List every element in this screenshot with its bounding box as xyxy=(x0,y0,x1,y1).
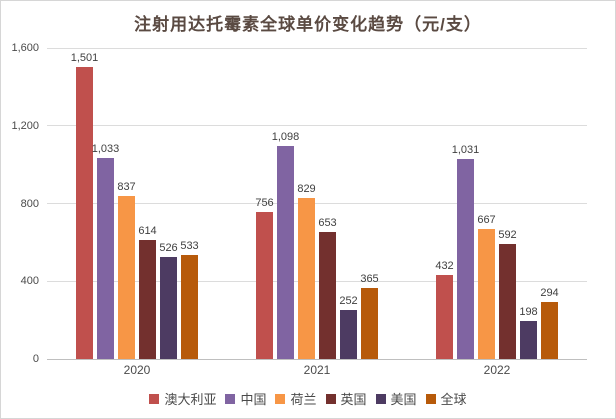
bar-美国-2020: 526 xyxy=(159,242,178,359)
legend-swatch-icon xyxy=(149,393,160,404)
bar-荷兰-2021: 829 xyxy=(297,183,316,359)
y-tick-label: 400 xyxy=(20,275,39,288)
data-label: 837 xyxy=(117,181,136,194)
data-label: 526 xyxy=(159,241,178,254)
bar-美国-2021: 252 xyxy=(339,295,358,359)
data-label: 1,501 xyxy=(70,52,99,65)
bar-中国-2022: 1,031 xyxy=(452,144,479,359)
data-label: 365 xyxy=(360,273,379,286)
data-label: 294 xyxy=(540,286,559,299)
data-label: 1,033 xyxy=(91,143,120,156)
legend-label: 英国 xyxy=(340,392,367,407)
bar-group-2021: 756 1,098 829 653 252 365 xyxy=(255,48,379,359)
bar-中国-2021: 1,098 xyxy=(272,131,299,359)
gridline xyxy=(47,47,587,49)
bar-澳大利亚-2020: 1,501 xyxy=(71,52,98,359)
bar-全球-2021: 365 xyxy=(360,273,379,359)
data-label: 252 xyxy=(339,295,358,308)
y-tick-label: 800 xyxy=(20,197,39,210)
legend-swatch-icon xyxy=(375,393,386,404)
y-tick-label: 0 xyxy=(32,353,39,365)
data-label: 533 xyxy=(180,240,199,253)
bar-中国-2020: 1,033 xyxy=(92,143,119,359)
bar-全球-2022: 294 xyxy=(540,287,559,359)
data-label: 614 xyxy=(138,224,157,237)
legend-swatch-icon xyxy=(325,393,336,404)
gridline xyxy=(47,203,587,204)
legend-label: 全球 xyxy=(440,392,467,407)
legend-label: 美国 xyxy=(390,392,417,407)
bar-荷兰-2022: 667 xyxy=(477,214,496,359)
x-tick-label-2021: 2021 xyxy=(303,363,331,377)
legend-item-中国: 中国 xyxy=(225,389,266,408)
data-label: 667 xyxy=(477,214,496,227)
legend-swatch-icon xyxy=(275,393,286,404)
data-label: 592 xyxy=(498,228,517,241)
legend-swatch-icon xyxy=(225,393,236,404)
bar-澳大利亚-2022: 432 xyxy=(435,260,454,359)
legend-label: 澳大利亚 xyxy=(164,392,217,407)
plot-area: 1,501 1,033 837 614 526 533 756 1,098 829 653 252 3… xyxy=(47,47,587,360)
y-tick-label: 1,600 xyxy=(11,42,39,54)
bar-荷兰-2020: 837 xyxy=(117,181,136,359)
legend-item-荷兰: 荷兰 xyxy=(275,389,317,408)
y-tick-label: 1,200 xyxy=(11,119,39,132)
x-tick-label-2020: 2020 xyxy=(123,363,151,377)
bar-英国-2020: 614 xyxy=(138,225,157,359)
y-axis: 0 400 800 1,200 1,600 xyxy=(1,42,39,365)
legend-item-英国: 英国 xyxy=(325,389,367,408)
bar-英国-2022: 592 xyxy=(498,229,517,359)
bar-group-2020: 1,501 1,033 837 614 526 533 xyxy=(71,48,199,359)
bar-澳大利亚-2021: 756 xyxy=(255,197,274,359)
data-label: 198 xyxy=(519,305,538,318)
legend-item-澳大利亚: 澳大利亚 xyxy=(149,389,216,408)
bar-美国-2022: 198 xyxy=(519,306,538,359)
data-label: 432 xyxy=(435,260,454,273)
x-tick-label-2022: 2022 xyxy=(483,363,511,377)
data-label: 756 xyxy=(255,197,274,210)
chart-title: 注射用达托霉素全球单价变化趋势（元/支） xyxy=(134,15,482,34)
legend-item-全球: 全球 xyxy=(425,389,467,408)
data-label: 1,031 xyxy=(451,143,480,156)
data-label: 1,098 xyxy=(271,130,300,143)
x-axis-line xyxy=(47,358,587,360)
data-label: 653 xyxy=(318,217,337,230)
legend-item-美国: 美国 xyxy=(375,389,417,408)
data-label: 829 xyxy=(297,182,316,195)
legend-swatch-icon xyxy=(425,393,436,404)
legend-label: 中国 xyxy=(240,392,267,407)
legend: 澳大利亚 中国 荷兰 英国 美国 全球 xyxy=(1,389,615,408)
bar-英国-2021: 653 xyxy=(318,217,337,359)
x-axis: 2020 2021 2022 xyxy=(47,363,587,377)
legend-label: 荷兰 xyxy=(290,392,317,407)
bar-全球-2020: 533 xyxy=(180,240,199,359)
gridline xyxy=(47,125,587,127)
gridline xyxy=(47,280,587,282)
bar-group-2022: 432 1,031 667 592 198 294 xyxy=(435,48,559,359)
bar-groups: 1,501 1,033 837 614 526 533 756 1,098 829 653 252 3… xyxy=(47,48,587,359)
